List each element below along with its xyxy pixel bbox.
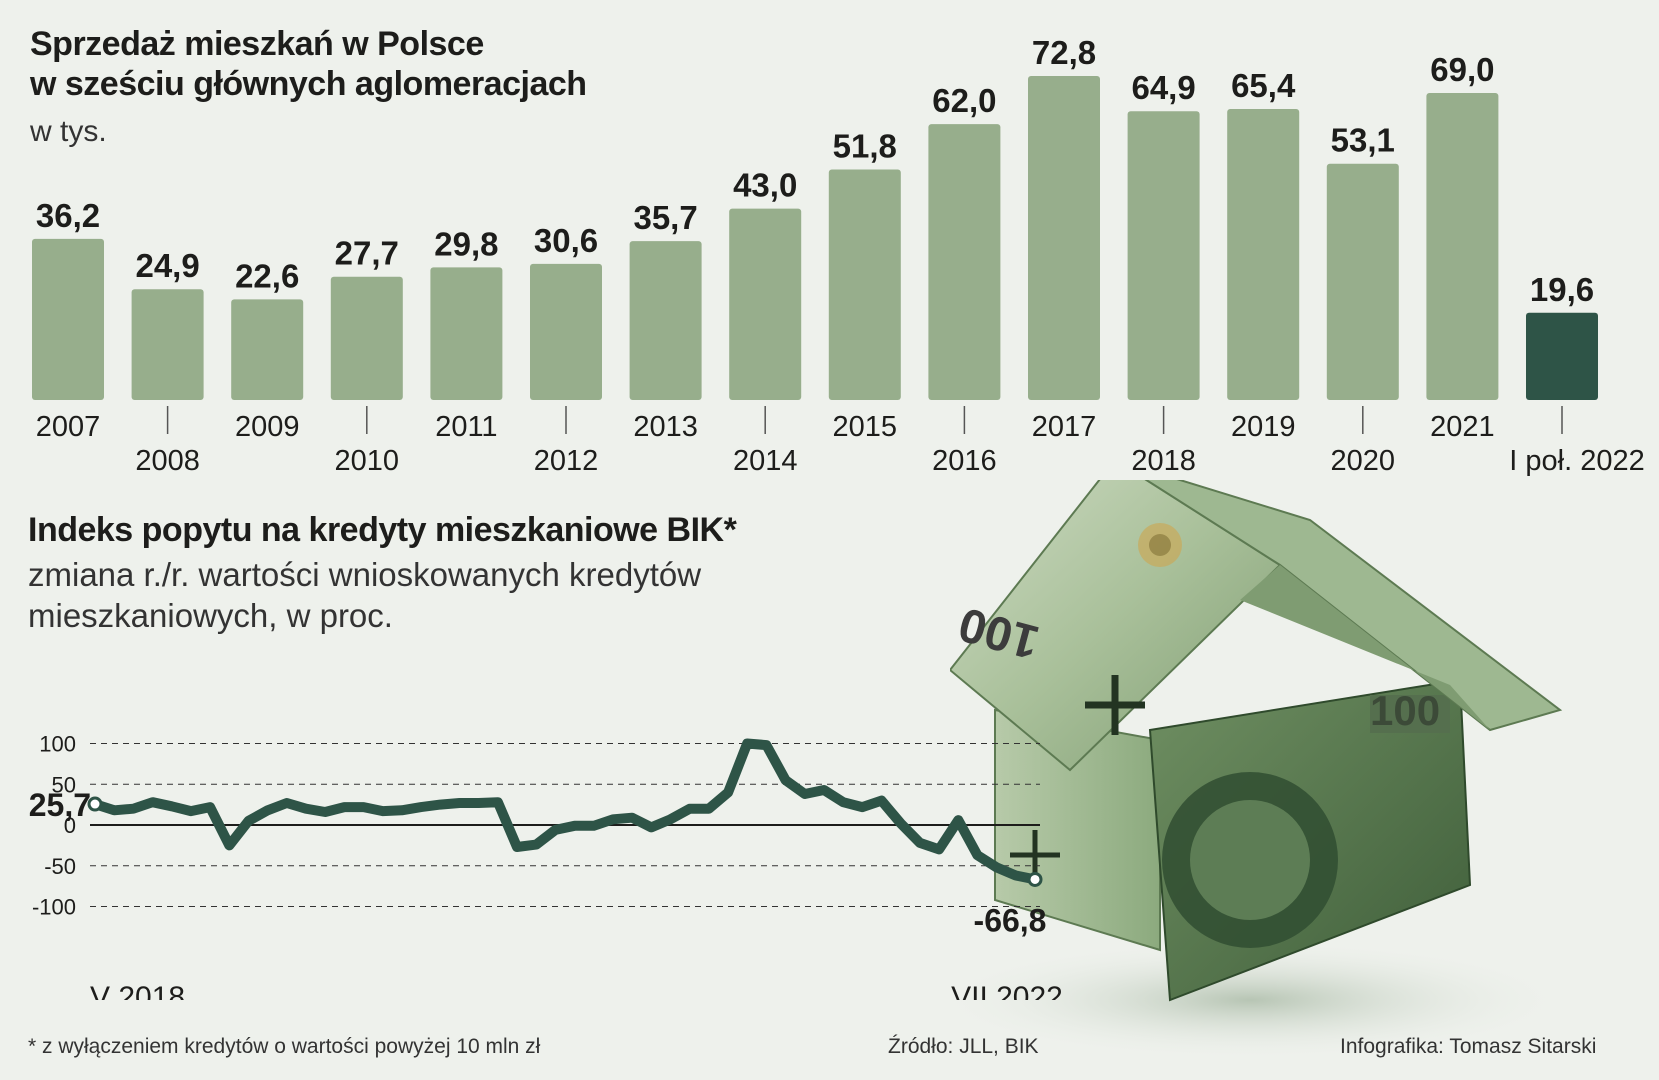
bar-value-label: 64,9 bbox=[1131, 69, 1195, 106]
banknote-denomination-face: 100 bbox=[1370, 687, 1440, 734]
y-tick-label: 100 bbox=[39, 732, 76, 757]
bar-2015 bbox=[828, 169, 901, 400]
y-tick-label: -50 bbox=[44, 854, 76, 879]
line-end-marker bbox=[1027, 871, 1043, 887]
bar-value-label: 43,0 bbox=[733, 167, 797, 204]
source: Źródło: JLL, BIK bbox=[888, 1035, 1039, 1058]
bar-category-label: 2009 bbox=[235, 411, 300, 443]
bar-value-label: 72,8 bbox=[1032, 34, 1096, 71]
y-tick-label: 50 bbox=[52, 772, 76, 797]
bar-category-label: 2007 bbox=[36, 411, 101, 443]
bar-value-label: 19,6 bbox=[1530, 271, 1594, 308]
bar-category-label: 2018 bbox=[1131, 445, 1196, 477]
bar-category-label: 2014 bbox=[733, 445, 798, 477]
footnote: * z wyłączeniem kredytów o wartości powy… bbox=[28, 1035, 541, 1058]
bar-category-label: 2013 bbox=[633, 411, 698, 443]
bar-2019 bbox=[1227, 108, 1300, 400]
bar-value-label: 30,6 bbox=[534, 222, 598, 259]
y-tick-label: -100 bbox=[32, 895, 76, 920]
bar-2017 bbox=[1028, 76, 1100, 400]
bar-value-label: 65,4 bbox=[1231, 67, 1296, 104]
bar-2007 bbox=[32, 238, 104, 400]
bar-2012 bbox=[530, 263, 602, 400]
bar-2018 bbox=[1127, 111, 1200, 400]
bar-category-label: 2011 bbox=[435, 411, 497, 443]
y-tick-label: 0 bbox=[64, 813, 76, 838]
credit: Infografika: Tomasz Sitarski bbox=[1340, 1035, 1597, 1058]
bar-value-label: 29,8 bbox=[434, 225, 498, 262]
bar-2010 bbox=[330, 276, 403, 400]
bar-category-label: 2020 bbox=[1331, 445, 1396, 477]
bar-2009 bbox=[231, 299, 304, 400]
bar-2011 bbox=[430, 267, 503, 400]
bar-category-label: 2019 bbox=[1231, 411, 1296, 443]
bar-i-po-2022 bbox=[1526, 312, 1598, 400]
line-end-label: -66,8 bbox=[974, 902, 1047, 938]
bar-category-label: 2012 bbox=[534, 445, 599, 477]
bar-chart-title: Sprzedaż mieszkań w Polsce bbox=[30, 25, 484, 63]
bar-value-label: 22,6 bbox=[235, 257, 299, 294]
line-start-marker bbox=[87, 796, 103, 812]
bar-value-label: 62,0 bbox=[932, 82, 996, 119]
bar-2016 bbox=[928, 124, 1001, 400]
bar-category-label: 2010 bbox=[335, 445, 400, 477]
line-chart-title: Indeks popytu na kredyty mieszkaniowe BI… bbox=[28, 511, 737, 549]
bar-2013 bbox=[629, 241, 702, 400]
banknote-house-illustration: 100 100 bbox=[950, 480, 1570, 1060]
bar-chart-subtitle: w tys. bbox=[30, 115, 107, 148]
bar-chart-title-line2: w sześciu głównych aglomeracjach bbox=[30, 65, 587, 103]
bar-category-label: 2015 bbox=[833, 411, 898, 443]
bar-2014 bbox=[729, 208, 802, 400]
bar-2008 bbox=[131, 289, 204, 400]
bar-value-label: 53,1 bbox=[1331, 122, 1395, 159]
bar-category-label: 2017 bbox=[1032, 411, 1097, 443]
bar-value-label: 27,7 bbox=[335, 235, 399, 272]
line-chart: 100 50 0 -50 -100 25,7 -66,8 V 2018 VII 2022 bbox=[29, 732, 1063, 1001]
line-series-bik bbox=[90, 738, 1040, 885]
line-start-label: 25,7 bbox=[29, 787, 91, 823]
line-x-end-label: VII 2022 bbox=[951, 981, 1063, 1000]
bar-category-label: 2021 bbox=[1430, 411, 1495, 443]
bar-category-label: 2016 bbox=[932, 445, 997, 477]
bar-value-label: 36,2 bbox=[36, 197, 100, 234]
bar-category-label: I poł. 2022 bbox=[1509, 445, 1644, 477]
line-x-start-label: V 2018 bbox=[90, 981, 185, 1000]
bar-2020 bbox=[1326, 163, 1399, 400]
bar-chart: 36,2 2007 24,9 2008 22,6 2009 27,7 2010 29,8 2011… bbox=[32, 34, 1645, 477]
bar-value-label: 51,8 bbox=[833, 127, 897, 164]
line-chart-subtitle-line1: zmiana r./r. wartości wnioskowanych kred… bbox=[28, 556, 702, 593]
bar-2021 bbox=[1426, 92, 1499, 400]
line-chart-subtitle-line2: mieszkaniowych, w proc. bbox=[28, 597, 393, 634]
bar-value-label: 35,7 bbox=[633, 199, 697, 236]
bar-value-label: 69,0 bbox=[1430, 51, 1494, 88]
bar-value-label: 24,9 bbox=[135, 247, 199, 284]
bar-category-label: 2008 bbox=[135, 445, 200, 477]
